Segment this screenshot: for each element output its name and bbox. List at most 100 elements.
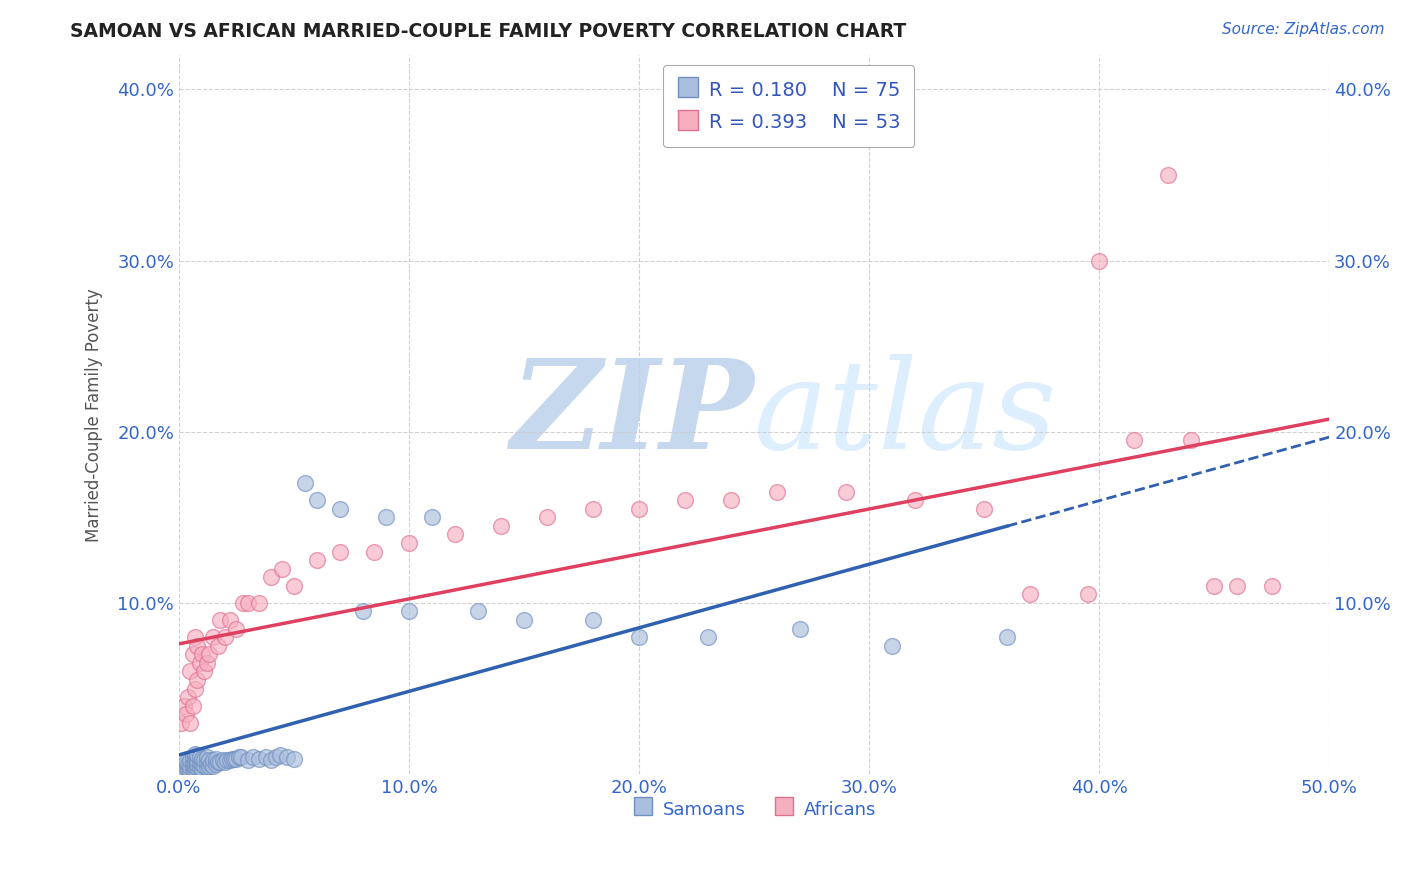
Point xyxy=(225,752,247,766)
Point xyxy=(229,750,252,764)
Point xyxy=(582,501,605,516)
Point xyxy=(184,758,207,772)
Point xyxy=(188,750,211,764)
Point xyxy=(186,754,208,768)
Point xyxy=(398,605,420,619)
Point xyxy=(766,484,789,499)
Point xyxy=(202,630,225,644)
Point xyxy=(214,755,236,769)
Point xyxy=(214,630,236,644)
Point xyxy=(188,755,211,769)
Point xyxy=(249,752,271,766)
Point xyxy=(673,493,696,508)
Point xyxy=(198,648,221,662)
Point xyxy=(1226,579,1249,593)
Point xyxy=(200,756,222,771)
Point xyxy=(193,665,215,679)
Point xyxy=(186,760,208,774)
Point xyxy=(628,630,651,644)
Point xyxy=(217,754,239,768)
Point xyxy=(181,758,204,772)
Point xyxy=(181,648,204,662)
Point xyxy=(181,755,204,769)
Point xyxy=(191,756,214,771)
Point xyxy=(184,681,207,696)
Point xyxy=(179,764,201,778)
Point xyxy=(186,673,208,687)
Point xyxy=(242,750,264,764)
Point xyxy=(789,622,811,636)
Point xyxy=(202,758,225,772)
Legend: Samoans, Africans: Samoans, Africans xyxy=(626,791,883,826)
Point xyxy=(181,698,204,713)
Point xyxy=(177,756,200,771)
Point xyxy=(271,562,294,576)
Point xyxy=(283,752,305,766)
Point xyxy=(513,613,536,627)
Point xyxy=(363,544,385,558)
Point xyxy=(221,752,243,766)
Point xyxy=(489,519,512,533)
Point xyxy=(1204,579,1226,593)
Point xyxy=(444,527,467,541)
Point xyxy=(204,752,226,766)
Point xyxy=(283,579,305,593)
Point xyxy=(174,707,197,722)
Point xyxy=(195,760,218,774)
Point xyxy=(398,536,420,550)
Point xyxy=(204,756,226,771)
Point xyxy=(269,748,291,763)
Point xyxy=(211,754,233,768)
Point xyxy=(191,762,214,776)
Point xyxy=(191,752,214,766)
Point xyxy=(179,715,201,730)
Point xyxy=(294,476,316,491)
Point xyxy=(181,762,204,776)
Point xyxy=(305,493,328,508)
Point xyxy=(254,750,277,764)
Point xyxy=(628,501,651,516)
Point xyxy=(1088,253,1111,268)
Point xyxy=(184,630,207,644)
Point xyxy=(329,544,352,558)
Point xyxy=(179,665,201,679)
Point xyxy=(249,596,271,610)
Point xyxy=(173,698,195,713)
Point xyxy=(198,754,221,768)
Point xyxy=(236,754,259,768)
Point xyxy=(218,613,240,627)
Point xyxy=(973,501,995,516)
Point xyxy=(232,596,254,610)
Point xyxy=(582,613,605,627)
Point xyxy=(276,750,298,764)
Point xyxy=(420,510,443,524)
Text: Source: ZipAtlas.com: Source: ZipAtlas.com xyxy=(1222,22,1385,37)
Point xyxy=(224,752,246,766)
Text: ZIP: ZIP xyxy=(510,354,754,475)
Point xyxy=(177,762,200,776)
Point xyxy=(1122,434,1144,448)
Point xyxy=(1261,579,1284,593)
Point xyxy=(195,750,218,764)
Point xyxy=(179,754,201,768)
Point xyxy=(467,605,489,619)
Point xyxy=(260,570,283,584)
Point xyxy=(264,750,287,764)
Point xyxy=(191,648,214,662)
Point xyxy=(228,750,250,764)
Point xyxy=(720,493,742,508)
Point xyxy=(218,754,240,768)
Point xyxy=(536,510,558,524)
Point xyxy=(195,656,218,670)
Point xyxy=(375,510,398,524)
Point xyxy=(195,755,218,769)
Point xyxy=(170,715,193,730)
Text: SAMOAN VS AFRICAN MARRIED-COUPLE FAMILY POVERTY CORRELATION CHART: SAMOAN VS AFRICAN MARRIED-COUPLE FAMILY … xyxy=(70,22,907,41)
Point xyxy=(904,493,927,508)
Point xyxy=(186,748,208,763)
Point xyxy=(1180,434,1202,448)
Point xyxy=(209,755,232,769)
Point xyxy=(174,760,197,774)
Point xyxy=(179,760,201,774)
Point xyxy=(188,760,211,774)
